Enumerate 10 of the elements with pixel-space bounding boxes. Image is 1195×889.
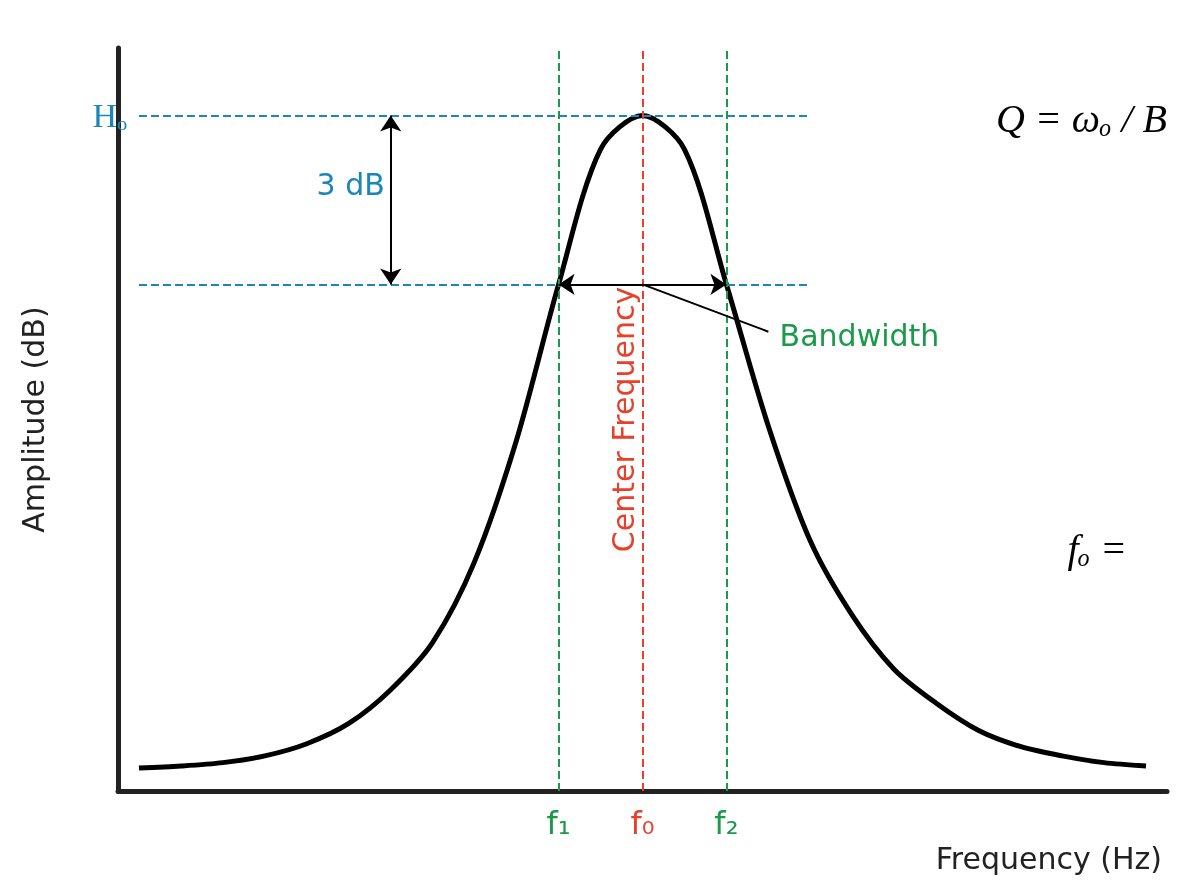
ref-line-label: Center Frequency <box>606 286 641 553</box>
y-axis-title: Amplitude (dB) <box>15 306 51 533</box>
annotation: fₒ = <box>1067 525 1127 571</box>
annotation: Bandwidth <box>779 318 940 354</box>
annotation: 3 dB <box>316 167 385 203</box>
x-axis-title: Frequency (Hz) <box>935 840 1162 876</box>
x-tick-label: f₁ <box>546 804 571 842</box>
annotation: Q = ωₒ / B <box>995 95 1167 141</box>
x-tick-label: f₀ <box>630 804 655 842</box>
x-tick-label: f₂ <box>714 804 739 842</box>
